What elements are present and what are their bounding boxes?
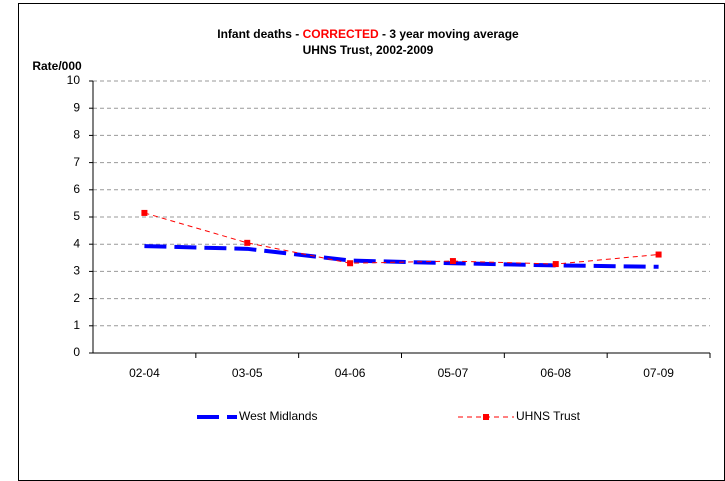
y-axis-label: Rate/000 — [32, 59, 82, 73]
x-tick-label: 07-09 — [643, 366, 674, 380]
y-tick-label: 1 — [73, 318, 80, 332]
chart-title: Infant deaths - CORRECTED - 3 year movin… — [217, 27, 519, 41]
legend-label: UHNS Trust — [516, 409, 581, 423]
y-tick-label: 0 — [73, 345, 80, 359]
y-tick-label: 8 — [73, 128, 80, 142]
data-marker — [655, 251, 662, 258]
x-tick-label: 05-07 — [438, 366, 469, 380]
chart-subtitle: UHNS Trust, 2002-2009 — [303, 43, 434, 57]
data-marker — [552, 261, 559, 268]
y-tick-label: 4 — [73, 236, 80, 250]
data-marker — [449, 258, 456, 265]
y-tick-label: 10 — [67, 73, 81, 87]
data-marker — [244, 239, 251, 246]
legend-label: West Midlands — [239, 409, 317, 423]
legend-marker — [483, 414, 489, 420]
y-tick-label: 2 — [73, 291, 80, 305]
x-tick-label: 02-04 — [129, 366, 160, 380]
y-tick-label: 3 — [73, 264, 80, 278]
series-line — [144, 212, 659, 265]
data-marker — [141, 209, 148, 216]
chart-frame — [18, 3, 725, 481]
y-tick-label: 7 — [73, 155, 80, 169]
x-tick-label: 04-06 — [335, 366, 366, 380]
y-tick-label: 5 — [73, 209, 80, 223]
x-tick-label: 03-05 — [232, 366, 263, 380]
y-tick-label: 6 — [73, 182, 80, 196]
y-tick-label: 9 — [73, 100, 80, 114]
x-tick-label: 06-08 — [540, 366, 571, 380]
data-marker — [347, 260, 354, 267]
